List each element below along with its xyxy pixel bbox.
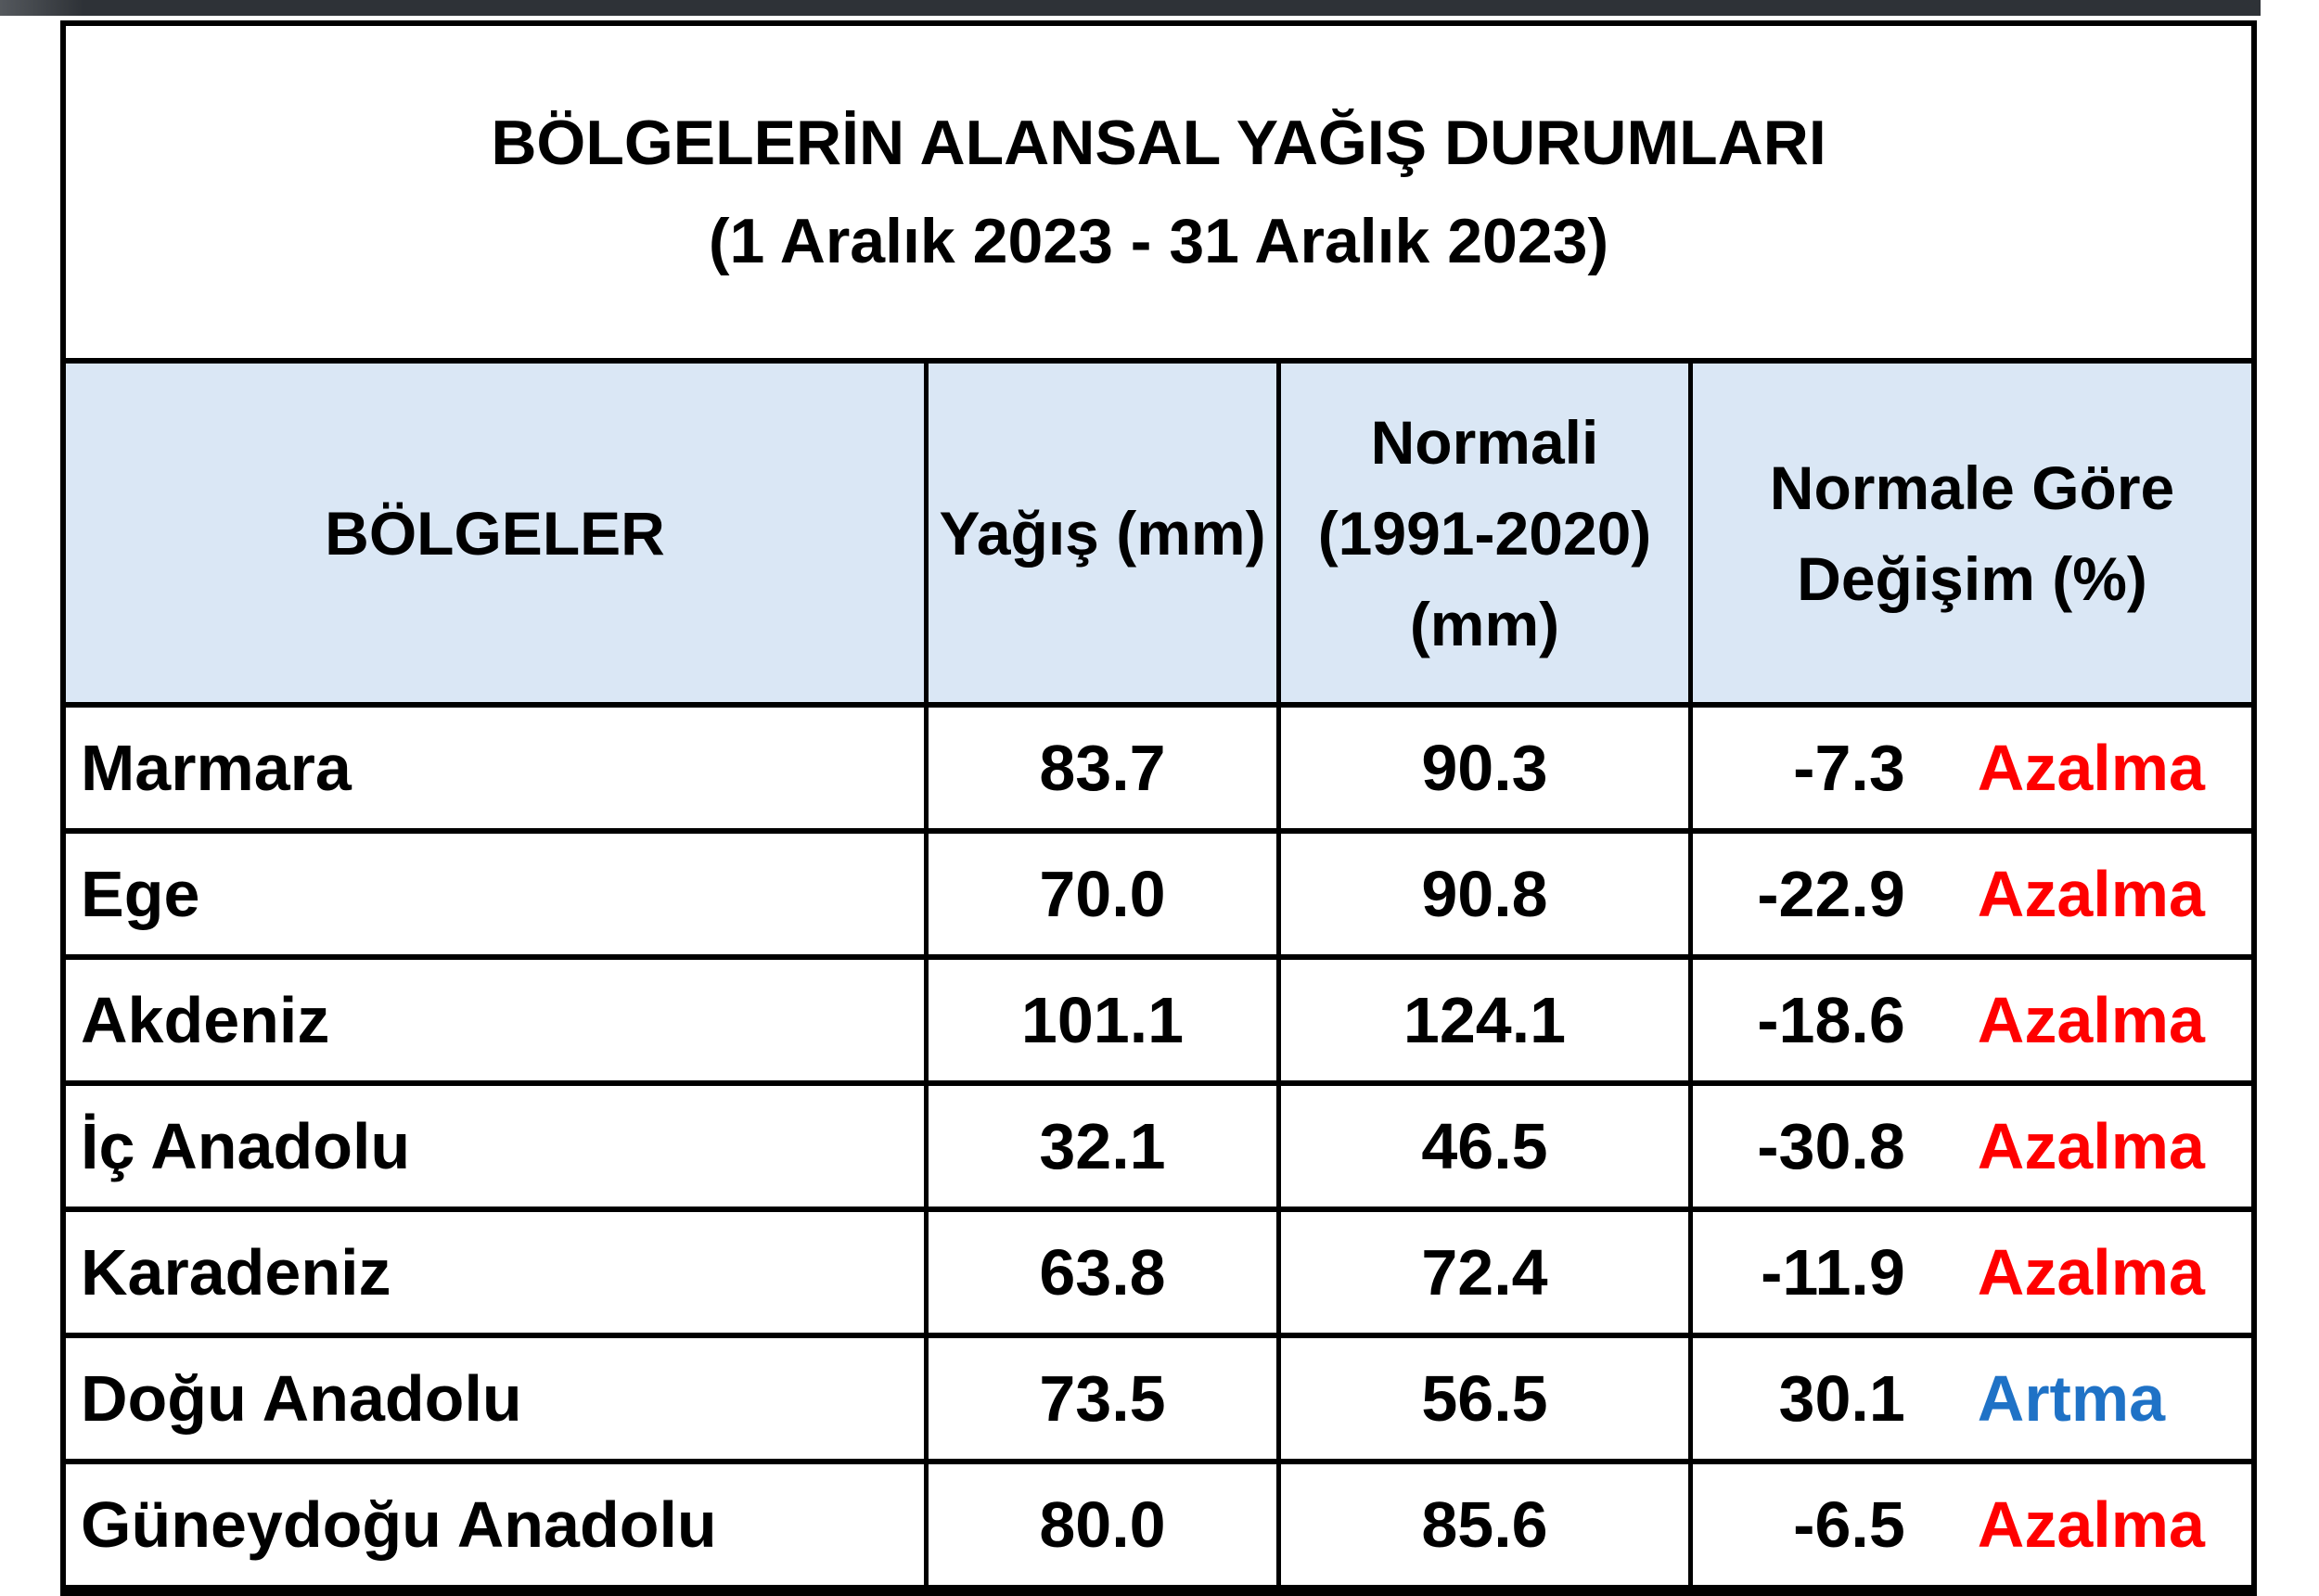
change-direction: Azalma — [1977, 732, 2205, 804]
table-title-line1: BÖLGELERİN ALANSAL YAĞIŞ DURUMLARI — [491, 108, 1826, 178]
normal-value: 90.8 — [1281, 834, 1693, 960]
column-header-rain: Yağış (mm) — [929, 364, 1281, 708]
normal-value: 72.4 — [1281, 1212, 1693, 1338]
change-direction: Azalma — [1977, 1236, 2205, 1309]
table-row: Doğu Anadolu 73.5 56.5 30.1 Artma — [66, 1338, 2252, 1464]
change-cell: 30.1 Artma — [1693, 1338, 2252, 1464]
change-value: -11.9 — [1761, 1236, 1905, 1309]
change-value: -18.6 — [1757, 984, 1905, 1056]
change-cell: -18.6 Azalma — [1693, 960, 2252, 1086]
change-direction: Azalma — [1977, 1488, 2205, 1561]
change-cell: -7.3 Azalma — [1693, 708, 2252, 834]
normal-value: 56.5 — [1281, 1338, 1693, 1464]
change-value: -22.9 — [1757, 858, 1905, 930]
rain-value: 73.5 — [929, 1338, 1281, 1464]
change-direction: Azalma — [1977, 858, 2205, 930]
region-name: Karadeniz — [66, 1212, 929, 1338]
table-row: Karadeniz 63.8 72.4 -11.9 Azalma — [66, 1212, 2252, 1338]
region-name: İç Anadolu — [66, 1086, 929, 1212]
change-cell: -30.8 Azalma — [1693, 1086, 2252, 1212]
table-title-row: BÖLGELERİN ALANSAL YAĞIŞ DURUMLARI (1 Ar… — [66, 26, 2252, 364]
viewer-top-bar — [0, 0, 2261, 16]
rain-value: 70.0 — [929, 834, 1281, 960]
table-row: Ege 70.0 90.8 -22.9 Azalma — [66, 834, 2252, 960]
rain-value: 32.1 — [929, 1086, 1281, 1212]
table-row: Marmara 83.7 90.3 -7.3 Azalma — [66, 708, 2252, 834]
table-row: İç Anadolu 32.1 46.5 -30.8 Azalma — [66, 1086, 2252, 1212]
region-name: Marmara — [66, 708, 929, 834]
change-value: -30.8 — [1757, 1110, 1905, 1182]
table-row: Akdeniz 101.1 124.1 -18.6 Azalma — [66, 960, 2252, 1086]
column-header-change: Normale Göre Değişim (%) — [1693, 364, 2252, 708]
rain-value: 63.8 — [929, 1212, 1281, 1338]
table-title-line2: (1 Aralık 2023 - 31 Aralık 2023) — [708, 206, 1609, 276]
region-name: Ege — [66, 834, 929, 960]
region-name: Akdeniz — [66, 960, 929, 1086]
change-value: 30.1 — [1778, 1362, 1905, 1435]
column-header-region: BÖLGELER — [66, 364, 929, 708]
table-title: BÖLGELERİN ALANSAL YAĞIŞ DURUMLARI (1 Ar… — [66, 26, 2252, 364]
precipitation-table: BÖLGELERİN ALANSAL YAĞIŞ DURUMLARI (1 Ar… — [60, 20, 2258, 1596]
normal-value: 46.5 — [1281, 1086, 1693, 1212]
rain-value: 80.0 — [929, 1464, 1281, 1590]
change-value: -7.3 — [1793, 732, 1905, 804]
change-direction: Azalma — [1977, 984, 2205, 1056]
table-header-row: BÖLGELER Yağış (mm) Normali (1991-2020) … — [66, 364, 2252, 708]
change-value: -6.5 — [1793, 1488, 1905, 1561]
change-cell: -22.9 Azalma — [1693, 834, 2252, 960]
rain-value: 101.1 — [929, 960, 1281, 1086]
normal-value: 90.3 — [1281, 708, 1693, 834]
rain-value: 83.7 — [929, 708, 1281, 834]
region-name: Doğu Anadolu — [66, 1338, 929, 1464]
normal-value: 124.1 — [1281, 960, 1693, 1086]
change-cell: -6.5 Azalma — [1693, 1464, 2252, 1590]
column-header-normal: Normali (1991-2020) (mm) — [1281, 364, 1693, 708]
change-direction: Artma — [1977, 1362, 2166, 1435]
change-direction: Azalma — [1977, 1110, 2205, 1182]
change-cell: -11.9 Azalma — [1693, 1212, 2252, 1338]
region-name: Güneydoğu Anadolu — [66, 1464, 929, 1590]
normal-value: 85.6 — [1281, 1464, 1693, 1590]
table-row: Güneydoğu Anadolu 80.0 85.6 -6.5 Azalma — [66, 1464, 2252, 1590]
